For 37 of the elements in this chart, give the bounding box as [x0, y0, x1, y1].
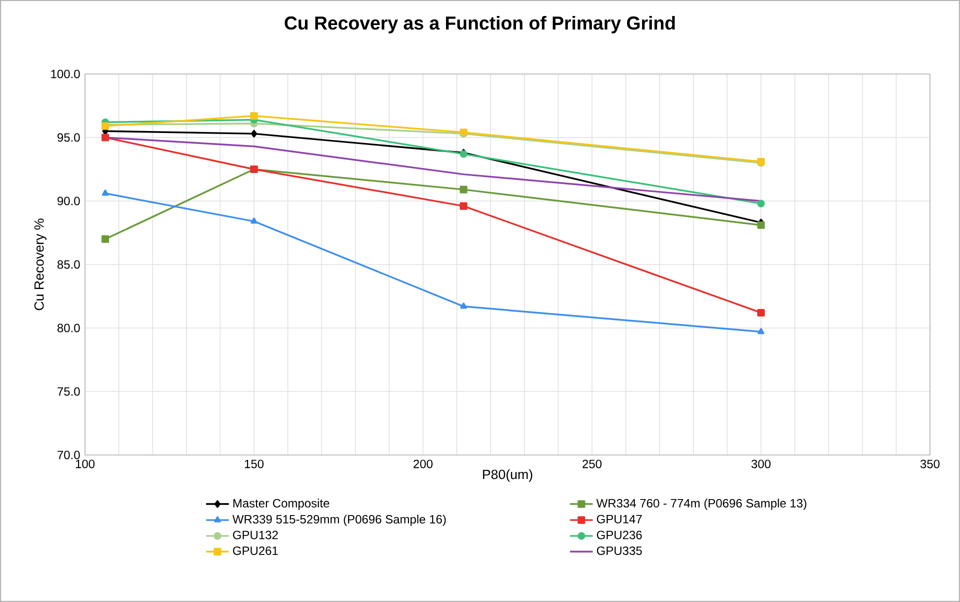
y-tick-label: 95.0 — [58, 133, 80, 142]
x-tick-label: 150 — [244, 460, 264, 468]
point — [757, 221, 765, 229]
legend-label: WR339 515-529mm (P0696 Sample 16) — [232, 514, 446, 526]
legend-label: WR334 760 - 774m (P0696 Sample 13) — [596, 498, 806, 510]
point — [757, 200, 765, 208]
y-tick-label: 85.0 — [57, 260, 80, 269]
point — [250, 218, 258, 224]
point — [757, 308, 765, 317]
point — [460, 186, 468, 194]
x-tick-label: 350 — [920, 460, 940, 468]
point — [102, 190, 109, 196]
x-tick-label: 200 — [414, 460, 433, 468]
point — [101, 134, 110, 142]
legend-label: Master Composite — [233, 498, 330, 510]
y-tick-label: 80.0 — [57, 324, 80, 332]
point — [101, 235, 110, 243]
x-axis-title: P80(um) — [483, 469, 532, 482]
y-tick-label: 90.0 — [58, 196, 80, 206]
chart-title: Cu Recovery as a Function of Primary Grind — [284, 16, 675, 34]
legend-label: GPU147 — [596, 514, 642, 524]
point — [250, 112, 258, 120]
x-tick-label: 250 — [582, 460, 602, 468]
legend-label: GPU261 — [233, 546, 278, 555]
x-tick-label: 100 — [76, 460, 95, 468]
y-axis-title: Cu Recovery % — [34, 218, 46, 310]
y-tick-label: 75.0 — [58, 387, 80, 396]
point — [460, 302, 467, 309]
legend-label: GPU236 — [596, 530, 642, 540]
y-tick-label: 100.0 — [51, 70, 80, 78]
legend-label: GPU335 — [596, 546, 642, 555]
point — [250, 130, 258, 138]
y-tick-label: 70.0 — [58, 450, 80, 460]
x-tick-label: 300 — [751, 460, 771, 468]
legend-label: GPU132 — [233, 530, 278, 540]
point — [758, 328, 764, 334]
point — [460, 202, 468, 210]
